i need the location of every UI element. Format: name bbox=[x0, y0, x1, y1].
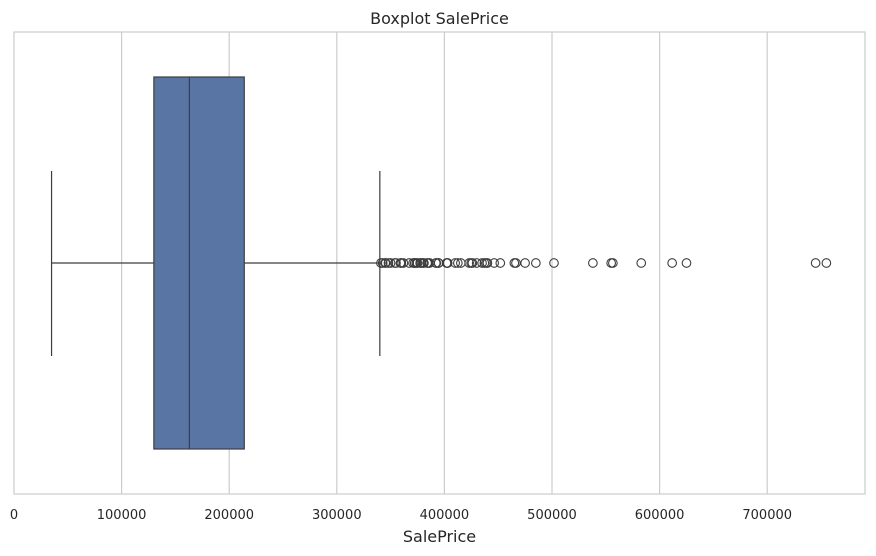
outlier-point bbox=[450, 258, 461, 268]
x-tick-label: 300000 bbox=[312, 508, 362, 523]
outlier-point bbox=[482, 258, 493, 268]
box-group bbox=[50, 76, 381, 450]
outlier-point bbox=[821, 258, 832, 268]
outlier-point bbox=[380, 258, 391, 268]
chart-title: Boxplot SalePrice bbox=[370, 9, 509, 28]
x-tick-label: 400000 bbox=[420, 508, 470, 523]
outlier-point bbox=[385, 258, 396, 268]
x-tick-label: 0 bbox=[10, 508, 18, 523]
outlier-point bbox=[667, 258, 677, 268]
iqr-box bbox=[153, 76, 245, 450]
outlier-point bbox=[681, 258, 692, 268]
outlier-point bbox=[495, 258, 506, 268]
outlier-point bbox=[520, 258, 530, 268]
x-tick-label: 600000 bbox=[635, 508, 685, 523]
plot-frame bbox=[13, 31, 866, 495]
x-tick-labels: 0 100000 200000 300000 400000 500000 600000 700… bbox=[10, 508, 792, 523]
outlier-points bbox=[376, 258, 832, 268]
outlier-point bbox=[442, 258, 453, 268]
outlier-point bbox=[471, 258, 482, 268]
outlier-point bbox=[636, 258, 647, 268]
x-tick-label: 100000 bbox=[97, 508, 147, 523]
x-tick-label: 700000 bbox=[742, 508, 792, 523]
outlier-point bbox=[419, 258, 429, 268]
outlier-point bbox=[467, 258, 478, 268]
outlier-point bbox=[412, 258, 423, 268]
x-tick-label: 200000 bbox=[204, 508, 254, 523]
outlier-point bbox=[453, 258, 463, 268]
outlier-point bbox=[588, 258, 598, 268]
outlier-point bbox=[489, 258, 500, 268]
outlier-point bbox=[549, 258, 559, 268]
x-axis-title: SalePrice bbox=[403, 527, 476, 546]
outlier-point bbox=[391, 258, 401, 268]
outlier-point bbox=[377, 258, 388, 268]
outlier-point bbox=[477, 258, 487, 268]
outlier-point bbox=[398, 258, 409, 268]
x-tick-label: 500000 bbox=[527, 508, 577, 523]
outlier-point bbox=[810, 258, 821, 268]
outlier-point bbox=[608, 258, 618, 268]
outlier-point bbox=[531, 258, 541, 268]
